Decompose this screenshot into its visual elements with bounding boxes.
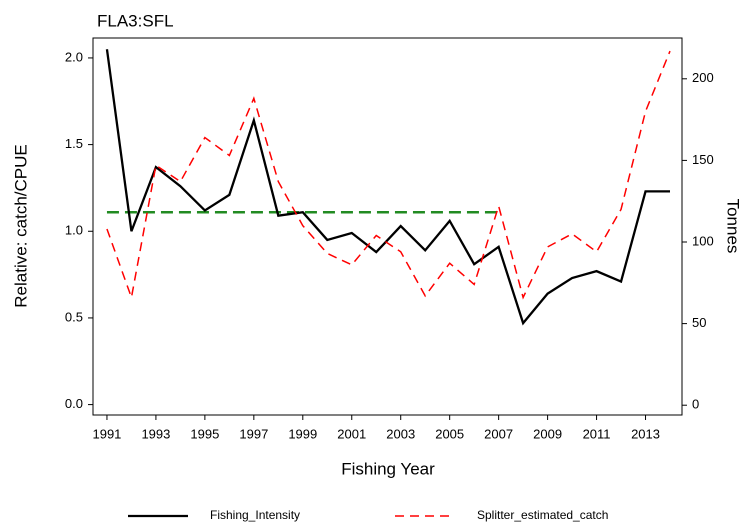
x-tick-label: 2011 (583, 426, 611, 441)
x-tick-label: 2007 (484, 426, 513, 441)
x-axis-title: Fishing Year (341, 459, 435, 478)
x-tick-label: 1993 (141, 426, 170, 441)
y2-tick-label: 0 (692, 397, 699, 412)
y2-tick-label: 200 (692, 70, 714, 85)
chart-title: FLA3:SFL (97, 11, 174, 30)
x-tick-label: 2013 (631, 426, 660, 441)
x-tick-label: 2005 (435, 426, 464, 441)
series-line (105, 49, 671, 326)
series-line (106, 50, 671, 301)
x-tick-label: 1991 (92, 426, 121, 441)
legend-label: Splitter_estimated_catch (477, 508, 608, 522)
y-tick-label: 2.0 (65, 49, 83, 64)
x-tick-label: 1995 (190, 426, 219, 441)
y2-axis-title: Tonnes (724, 199, 743, 254)
y-tick-label: 0.5 (65, 309, 83, 324)
y-axis-title: Relative: catch/CPUE (11, 144, 30, 307)
y-tick-label: 1.5 (65, 136, 83, 151)
y-tick-label: 0.0 (65, 396, 83, 411)
y2-tick-label: 100 (692, 233, 714, 248)
plot-frame (92, 37, 683, 416)
x-tick-label: 1999 (288, 426, 317, 441)
x-tick-label: 2009 (533, 426, 562, 441)
y2-tick-label: 50 (692, 315, 706, 330)
legend-label: Fishing_Intensity (210, 508, 300, 522)
y-tick-label: 1.0 (65, 223, 83, 238)
x-tick-label: 2003 (386, 426, 415, 441)
y2-tick-label: 150 (692, 152, 714, 167)
x-tick-label: 1997 (239, 426, 268, 441)
x-tick-label: 2001 (337, 426, 366, 441)
